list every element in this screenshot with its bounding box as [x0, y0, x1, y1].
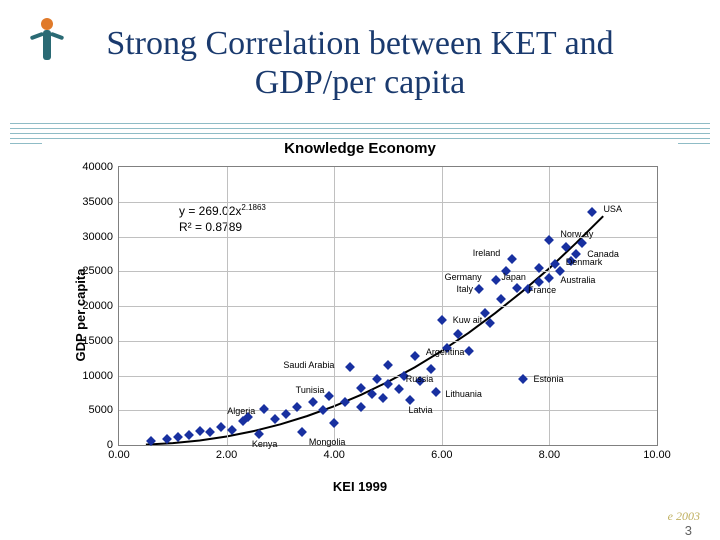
data-point: [216, 422, 226, 432]
data-point-label: Germany: [445, 273, 482, 282]
data-point: [329, 418, 339, 428]
data-point-label: Latvia: [409, 406, 433, 415]
y-tick-label: 25000: [82, 265, 113, 277]
data-point: [496, 294, 506, 304]
data-point: [561, 242, 571, 252]
data-point: [410, 351, 420, 361]
data-point: [254, 429, 264, 439]
y-tick-label: 10000: [82, 370, 113, 382]
chart-plot-area: y = 269.02x2.1863 R² = 0.8789 0500010000…: [118, 166, 658, 446]
data-point-label: Tunisia: [296, 386, 325, 395]
data-point: [426, 364, 436, 374]
data-point-label: Japan: [501, 273, 526, 282]
data-point: [195, 426, 205, 436]
x-tick-label: 4.00: [323, 449, 344, 461]
data-point-label: Kenya: [252, 440, 278, 449]
data-point-label: Estonia: [534, 375, 564, 384]
data-point-label: USA: [603, 205, 622, 214]
data-point: [577, 238, 587, 248]
data-point: [378, 393, 388, 403]
data-point: [383, 379, 393, 389]
gridline-horizontal: [119, 202, 657, 203]
data-point: [464, 346, 474, 356]
data-point-label: Argentina: [426, 348, 465, 357]
gridline-horizontal: [119, 410, 657, 411]
data-point: [206, 428, 216, 438]
data-point: [270, 414, 280, 424]
x-tick-label: 6.00: [431, 449, 452, 461]
data-point: [259, 404, 269, 414]
data-point: [318, 405, 328, 415]
data-point: [367, 389, 377, 399]
chart-y-axis-label: GDP per capita: [73, 269, 88, 362]
y-tick-label: 5000: [89, 404, 113, 416]
data-point: [146, 436, 156, 446]
data-point-label: Denmark: [566, 258, 603, 267]
data-point: [162, 434, 172, 444]
data-point: [356, 383, 366, 393]
data-point: [340, 397, 350, 407]
x-tick-label: 8.00: [539, 449, 560, 461]
slide-page-number: 3: [685, 523, 692, 538]
y-tick-label: 35000: [82, 196, 113, 208]
data-point: [383, 360, 393, 370]
title-line-2: GDP/per capita: [255, 64, 466, 101]
data-point: [184, 430, 194, 440]
data-point-label: Kuw ait: [453, 316, 483, 325]
data-point: [394, 384, 404, 394]
data-point-label: Russia: [406, 375, 434, 384]
title-line-1: Strong Correlation between KET and: [106, 25, 613, 62]
data-point: [345, 362, 355, 372]
chart-title: Knowledge Economy: [42, 140, 678, 157]
regression-equation: y = 269.02x2.1863 R² = 0.8789: [179, 203, 266, 235]
data-point: [475, 284, 485, 294]
gridline-vertical: [549, 167, 550, 445]
data-point: [587, 207, 597, 217]
data-point: [453, 329, 463, 339]
gridline-vertical: [227, 167, 228, 445]
gridline-vertical: [334, 167, 335, 445]
gridline-horizontal: [119, 376, 657, 377]
chart-x-axis-label: KEI 1999: [42, 479, 678, 494]
data-point-label: Saudi Arabia: [283, 361, 334, 370]
data-point: [431, 387, 441, 397]
x-tick-label: 10.00: [643, 449, 671, 461]
gridline-horizontal: [119, 341, 657, 342]
data-point-label: Algeria: [227, 407, 255, 416]
gridline-horizontal: [119, 306, 657, 307]
data-point-label: Lithuania: [445, 390, 482, 399]
data-point: [308, 397, 318, 407]
data-point: [297, 428, 307, 438]
data-point: [512, 283, 522, 293]
gridline-horizontal: [119, 271, 657, 272]
y-tick-label: 40000: [82, 161, 113, 173]
x-tick-label: 0.00: [108, 449, 129, 461]
data-point: [227, 425, 237, 435]
data-point: [405, 395, 415, 405]
slide-title: Strong Correlation between KET and GDP/p…: [0, 24, 720, 102]
data-point: [173, 432, 183, 442]
data-point-label: Australia: [560, 276, 595, 285]
data-point: [437, 315, 447, 325]
y-tick-label: 15000: [82, 335, 113, 347]
y-tick-label: 30000: [82, 231, 113, 243]
data-point: [507, 254, 517, 264]
data-point-label: France: [528, 286, 556, 295]
data-point-label: Norw ay: [560, 230, 593, 239]
data-point: [324, 391, 334, 401]
data-point: [544, 273, 554, 283]
data-point-label: Mongolia: [309, 438, 346, 447]
slide: Strong Correlation between KET and GDP/p…: [0, 0, 720, 540]
data-point-label: Ireland: [473, 249, 501, 258]
data-point-label: Italy: [456, 285, 473, 294]
gridline-vertical: [442, 167, 443, 445]
chart-container: Knowledge Economy GDP per capita KEI 199…: [42, 140, 678, 490]
data-point: [485, 318, 495, 328]
y-tick-label: 20000: [82, 300, 113, 312]
x-tick-label: 2.00: [216, 449, 237, 461]
data-point: [491, 275, 501, 285]
slide-footer: e 2003: [668, 509, 700, 524]
